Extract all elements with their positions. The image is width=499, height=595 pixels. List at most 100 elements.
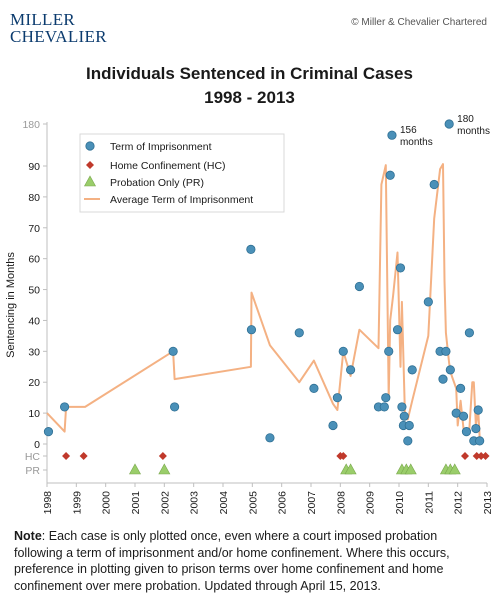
imprisonment-point (246, 244, 256, 254)
footnote-text: : Each case is only plotted once, even w… (14, 529, 450, 593)
y-tick-label: 20 (28, 377, 40, 389)
x-tick-label: 2011 (423, 491, 435, 514)
sentencing-chart: 0 10 20 30 40 50 60 70 80 90 180 HC PR 1998 1999 2000 20… (5, 114, 494, 515)
imprisonment-point (438, 374, 448, 384)
y-tick-label: 60 (28, 254, 40, 266)
x-tick-label: 2007 (306, 491, 318, 515)
legend-marker-imprisonment (85, 141, 95, 151)
imprisonment-point (345, 365, 356, 375)
imprisonment-point (384, 346, 394, 356)
imprisonment-point (328, 420, 338, 431)
legend-label: Term of Imprisonment (110, 141, 212, 153)
imprisonment-point (444, 119, 454, 129)
imprisonment-point (407, 365, 417, 375)
imprisonment-point (403, 436, 413, 446)
chart-title: Individuals Sentenced in Criminal Cases (86, 64, 413, 83)
x-tick-label: 2009 (365, 491, 377, 515)
legend-label: Average Term of Imprisonment (110, 194, 253, 206)
home-confinement-point (62, 452, 71, 460)
imprisonment-point (170, 402, 180, 412)
imprisonment-point (379, 402, 389, 412)
legend-label: Probation Only (PR) (110, 177, 204, 189)
chart-subtitle: 1998 - 2013 (204, 88, 295, 107)
firm-logo: MILLER CHEVALIER (10, 11, 107, 45)
y-tick-label: 90 (28, 161, 40, 173)
x-tick-label: 1998 (42, 491, 54, 515)
x-tick-label: 2010 (394, 491, 406, 515)
annotation-value: 156 (400, 125, 417, 136)
y-tick-label: 80 (28, 192, 40, 204)
legend-marker-probation (83, 175, 97, 187)
imprisonment-point (294, 328, 304, 338)
imprisonment-point (423, 297, 433, 307)
annotation-unit: months (457, 126, 490, 137)
home-confinement-point (477, 452, 486, 460)
imprisonment-point (441, 346, 451, 356)
x-tick-label: 2000 (101, 491, 113, 515)
probation-point (128, 463, 142, 475)
imprisonment-point (265, 433, 275, 443)
y-axis-title: Sentencing in Months (5, 252, 17, 358)
y-category-label: HC (25, 451, 41, 463)
imprisonment-point (458, 411, 469, 421)
imprisonment-point (59, 402, 70, 412)
home-confinement-point (472, 452, 481, 460)
y-tick-label: 70 (28, 223, 40, 235)
footnote: Note: Each case is only plotted once, ev… (14, 528, 489, 594)
y-tick-label: 30 (28, 346, 40, 358)
logo-line-1: MILLER (10, 10, 76, 29)
y-category-label: PR (25, 465, 40, 477)
imprisonment-point (455, 383, 466, 393)
legend-label: Home Confinement (HC) (110, 160, 226, 172)
home-confinement-point (461, 452, 469, 460)
x-tick-label: 2001 (130, 491, 142, 515)
copyright-notice: © Miller & Chevalier Chartered (351, 17, 487, 28)
legend-box (79, 133, 285, 213)
imprisonment-point (429, 179, 439, 190)
home-confinement-point (79, 452, 88, 460)
y-tick-label: 50 (28, 285, 40, 297)
probation-point (158, 463, 171, 475)
annotation-value: 180 (457, 114, 474, 125)
probation-point (448, 463, 461, 475)
logo-line-2: CHEVALIER (10, 27, 107, 46)
x-tick-label: 2006 (277, 491, 289, 515)
x-tick-label: 2013 (482, 491, 494, 515)
x-tick-label: 2004 (218, 491, 230, 515)
imprisonment-point (168, 346, 178, 356)
imprisonment-point (471, 423, 481, 434)
probation-point (344, 463, 357, 475)
imprisonment-point (387, 130, 397, 140)
imprisonment-point (332, 393, 342, 403)
x-tick-label: 1999 (71, 491, 83, 515)
y-tick-label: 0 (34, 439, 40, 451)
imprisonment-point (309, 383, 319, 393)
imprisonment-point (464, 328, 474, 338)
x-tick-label: 2008 (335, 491, 347, 515)
average-term-line (46, 163, 481, 438)
imprisonment-point (381, 393, 391, 403)
home-confinement-point (481, 452, 490, 460)
x-tick-label: 2002 (159, 491, 171, 515)
imprisonment-point (399, 411, 409, 421)
x-tick-label: 2005 (247, 491, 259, 515)
imprisonment-point (392, 325, 403, 335)
probation-point (404, 463, 417, 475)
y-tick-label: 10 (28, 408, 40, 420)
imprisonment-point (246, 325, 257, 335)
imprisonment-point (43, 427, 54, 437)
imprisonment-point (397, 402, 407, 412)
imprisonment-point (473, 405, 483, 415)
imprisonment-point (395, 263, 406, 273)
footnote-label: Note (14, 529, 42, 543)
y-tick-label: 40 (28, 315, 40, 327)
home-confinement-point (339, 452, 348, 460)
imprisonment-point (475, 436, 485, 446)
home-confinement-point (158, 452, 167, 460)
imprisonment-point (354, 281, 364, 292)
legend-marker-home-confinement (86, 161, 94, 169)
imprisonment-point (338, 346, 348, 356)
y-tick-label: 180 (22, 119, 40, 131)
imprisonment-point (445, 365, 455, 375)
x-tick-label: 2012 (453, 491, 465, 515)
